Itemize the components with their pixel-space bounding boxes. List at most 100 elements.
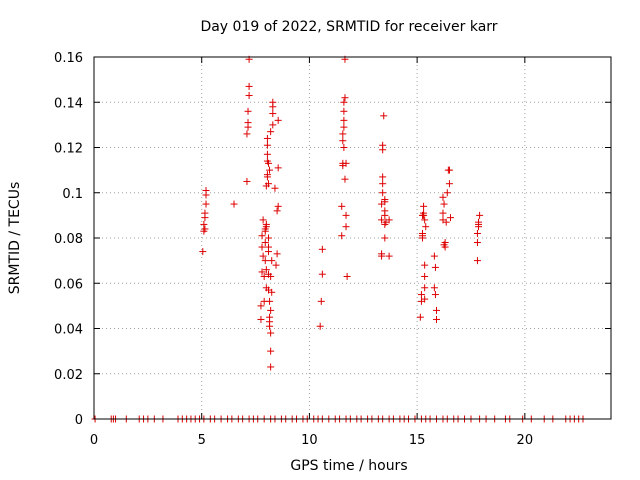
data-point	[259, 252, 267, 260]
data-point	[201, 225, 209, 233]
data-point	[263, 141, 271, 149]
data-point	[274, 202, 282, 210]
data-point	[243, 177, 251, 185]
data-point	[442, 218, 450, 226]
data-point	[417, 291, 425, 299]
data-point	[447, 214, 455, 222]
data-point	[339, 130, 347, 138]
data-point	[269, 110, 277, 118]
data-point	[202, 186, 210, 194]
data-point	[340, 123, 348, 131]
data-point	[338, 202, 346, 210]
data-point	[266, 166, 274, 174]
y-tick-label: 0.04	[54, 323, 83, 338]
data-point	[440, 200, 448, 208]
x-axis-label: GPS time / hours	[290, 458, 407, 474]
data-point	[433, 306, 441, 314]
data-point	[381, 234, 389, 242]
data-point	[342, 211, 350, 219]
data-point	[269, 98, 277, 106]
data-point	[263, 171, 271, 179]
data-point	[340, 98, 348, 106]
data-point	[271, 184, 279, 192]
data-point	[258, 243, 266, 251]
data-point	[318, 270, 326, 278]
data-point	[385, 252, 393, 260]
y-tick-label: 0.1	[62, 187, 83, 202]
data-point	[267, 128, 275, 136]
data-point	[266, 297, 274, 305]
data-point	[267, 329, 275, 337]
data-point	[201, 209, 209, 217]
data-point	[380, 112, 388, 120]
y-tick-label: 0.02	[54, 368, 83, 383]
grid-lines	[93, 56, 611, 420]
data-point	[416, 313, 424, 321]
data-point	[258, 268, 266, 276]
data-point	[341, 94, 349, 102]
data-point	[273, 250, 281, 258]
data-point	[261, 257, 269, 265]
axis-ticks: 0 0.02 0.04 0.06 0.08 0.1 0.12 0.14 0.16 0 5 10 15 20	[54, 51, 611, 448]
data-point	[421, 261, 429, 269]
data-point	[267, 306, 275, 314]
data-point	[244, 107, 252, 115]
data-point	[273, 207, 281, 215]
data-point	[263, 134, 271, 142]
data-point	[431, 291, 439, 299]
data-point	[445, 180, 453, 188]
data-point	[202, 200, 210, 208]
data-point	[381, 211, 389, 219]
data-point	[476, 211, 484, 219]
data-point	[379, 173, 387, 181]
data-point	[200, 220, 208, 228]
data-point	[473, 239, 481, 247]
data-point	[261, 239, 269, 247]
y-tick-label: 0.16	[54, 51, 83, 66]
data-point	[245, 82, 253, 90]
data-point	[381, 198, 389, 206]
data-point	[245, 91, 253, 99]
data-points	[91, 55, 587, 423]
data-point	[439, 193, 447, 201]
data-point	[243, 130, 251, 138]
data-point	[430, 284, 438, 292]
data-point	[264, 234, 272, 242]
data-point	[422, 223, 430, 231]
data-point	[421, 284, 429, 292]
y-tick-label: 0.06	[54, 277, 83, 292]
data-point	[267, 272, 275, 280]
data-point	[343, 272, 351, 280]
data-point	[475, 220, 483, 228]
x-tick-label: 15	[409, 433, 426, 448]
y-tick-label: 0.08	[54, 232, 83, 247]
data-point	[259, 216, 267, 224]
data-point	[262, 220, 270, 228]
data-point	[260, 272, 268, 280]
data-point	[473, 229, 481, 237]
data-point	[244, 119, 252, 127]
y-tick-label: 0	[75, 413, 83, 428]
data-point	[272, 261, 280, 269]
data-point	[419, 229, 427, 237]
x-tick-label: 20	[517, 433, 534, 448]
data-point	[341, 175, 349, 183]
data-point	[445, 166, 453, 174]
data-point	[264, 180, 272, 188]
data-point	[266, 322, 274, 330]
data-point	[340, 144, 348, 151]
data-point	[420, 209, 428, 217]
data-point	[443, 189, 451, 197]
data-point	[258, 232, 266, 240]
data-point	[473, 257, 481, 265]
data-point	[268, 288, 276, 296]
y-tick-label: 0.14	[54, 96, 83, 111]
data-point	[316, 322, 324, 330]
data-point	[421, 272, 429, 280]
data-point	[340, 107, 348, 115]
data-point	[230, 200, 238, 208]
data-point	[379, 141, 387, 149]
data-point	[317, 297, 325, 305]
data-point	[342, 159, 350, 167]
